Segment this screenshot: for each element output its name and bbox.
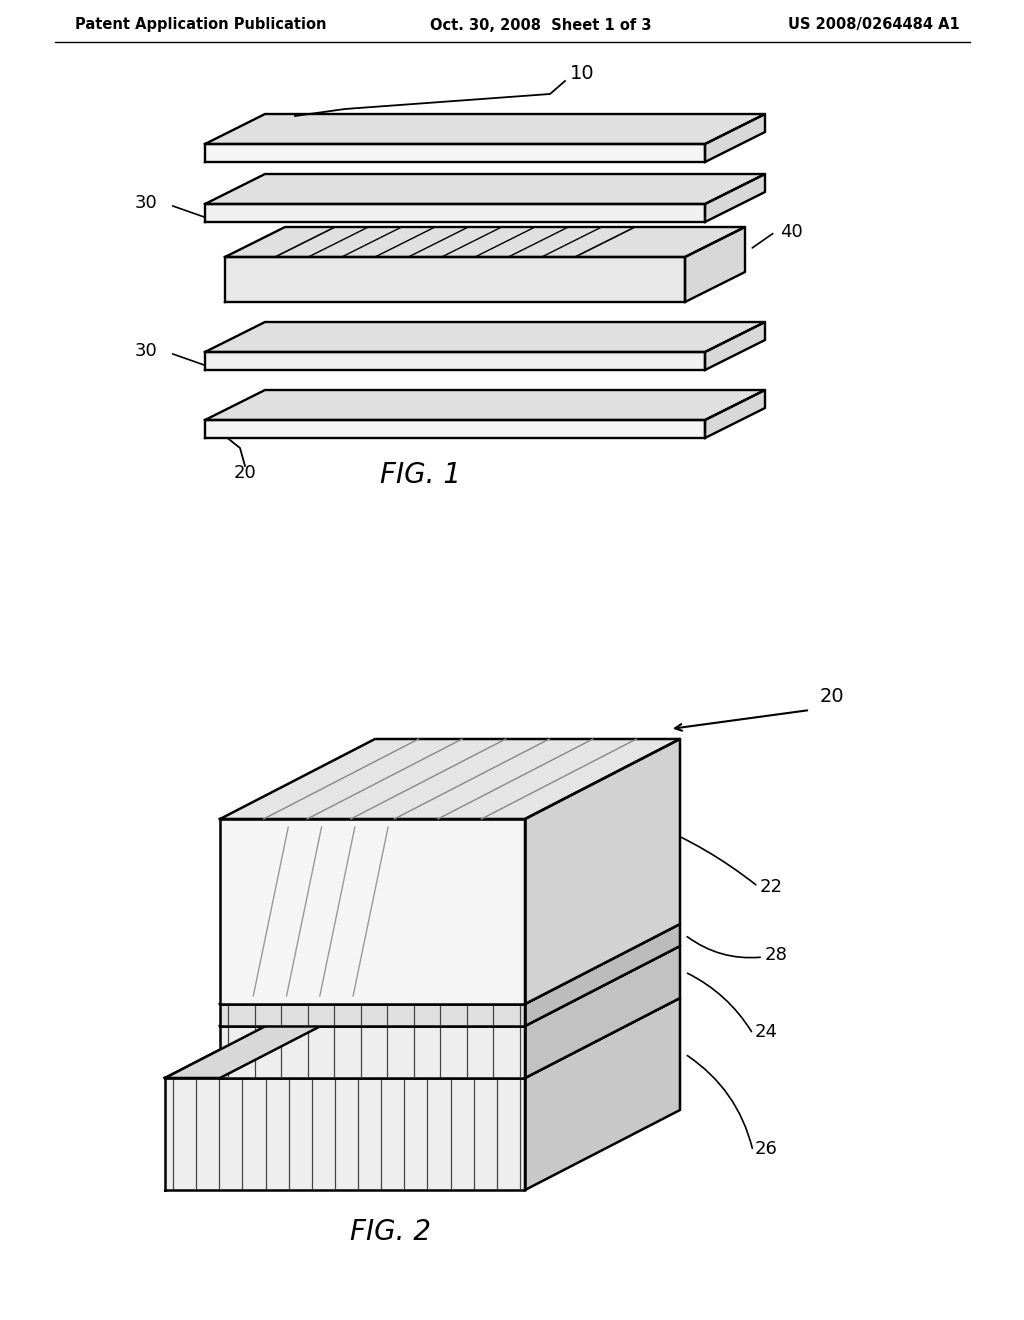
Polygon shape [205, 352, 705, 370]
Text: 22: 22 [760, 878, 783, 895]
Polygon shape [705, 114, 765, 162]
Text: 30: 30 [135, 194, 158, 213]
Text: 24: 24 [755, 1023, 778, 1041]
Polygon shape [165, 1078, 525, 1191]
Text: Oct. 30, 2008  Sheet 1 of 3: Oct. 30, 2008 Sheet 1 of 3 [430, 17, 651, 33]
Polygon shape [205, 114, 765, 144]
Polygon shape [705, 322, 765, 370]
Polygon shape [705, 174, 765, 222]
Polygon shape [205, 420, 705, 438]
Polygon shape [525, 739, 680, 1005]
Polygon shape [205, 389, 765, 420]
Polygon shape [205, 144, 705, 162]
Polygon shape [205, 174, 765, 205]
Polygon shape [165, 998, 375, 1078]
Text: FIG. 2: FIG. 2 [349, 1218, 430, 1246]
Polygon shape [705, 389, 765, 438]
Polygon shape [525, 946, 680, 1078]
Polygon shape [525, 998, 680, 1191]
Text: Patent Application Publication: Patent Application Publication [75, 17, 327, 33]
Polygon shape [685, 227, 745, 302]
Polygon shape [220, 924, 680, 1005]
Text: 28: 28 [765, 946, 787, 964]
Polygon shape [165, 998, 680, 1078]
Polygon shape [205, 205, 705, 222]
Text: 20: 20 [233, 465, 256, 482]
Polygon shape [220, 1026, 525, 1078]
Polygon shape [220, 946, 680, 1026]
Polygon shape [220, 1005, 525, 1026]
Polygon shape [525, 924, 680, 1026]
Polygon shape [225, 257, 685, 302]
Text: 26: 26 [755, 1140, 778, 1158]
Polygon shape [220, 818, 525, 1005]
Text: FIG. 1: FIG. 1 [380, 461, 461, 488]
Text: US 2008/0264484 A1: US 2008/0264484 A1 [788, 17, 961, 33]
Text: 10: 10 [570, 63, 595, 83]
Polygon shape [225, 227, 745, 257]
Polygon shape [220, 739, 680, 818]
Polygon shape [205, 322, 765, 352]
Text: 30: 30 [135, 342, 158, 360]
Text: 20: 20 [820, 686, 845, 706]
Text: 40: 40 [780, 223, 803, 242]
